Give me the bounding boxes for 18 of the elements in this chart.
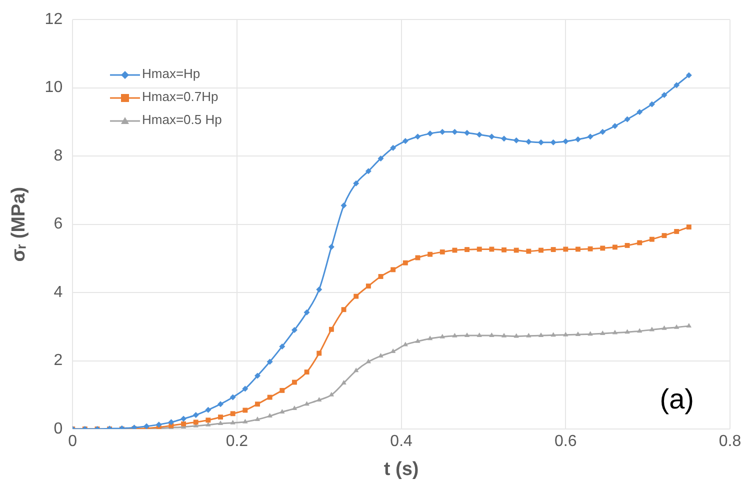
x-tick-label: 0 (68, 433, 78, 450)
annotation: (a) (660, 384, 694, 415)
x-tick-label: 0.6 (554, 433, 577, 450)
legend-label: Hmax=0.5 Hp (142, 112, 222, 127)
y-tick-label: 12 (44, 11, 63, 28)
x-tick-label: 0.2 (226, 433, 248, 450)
legend-label: Hmax=Hp (142, 66, 200, 81)
y-tick-label: 2 (54, 352, 63, 370)
y-tick-label: 0 (54, 420, 63, 438)
x-axis-title: t (s) (384, 458, 419, 480)
y-tick-label: 10 (44, 79, 63, 96)
y-tick-label: 6 (54, 216, 63, 233)
y-tick-label: 8 (54, 147, 63, 164)
x-tick-label: 0.4 (390, 433, 413, 450)
y-axis-title: σᵣ (MPa) (8, 186, 30, 262)
legend-label: Hmax=0.7Hp (142, 89, 218, 104)
y-tick-label: 4 (54, 284, 63, 301)
x-tick-label: 0.8 (718, 433, 742, 450)
